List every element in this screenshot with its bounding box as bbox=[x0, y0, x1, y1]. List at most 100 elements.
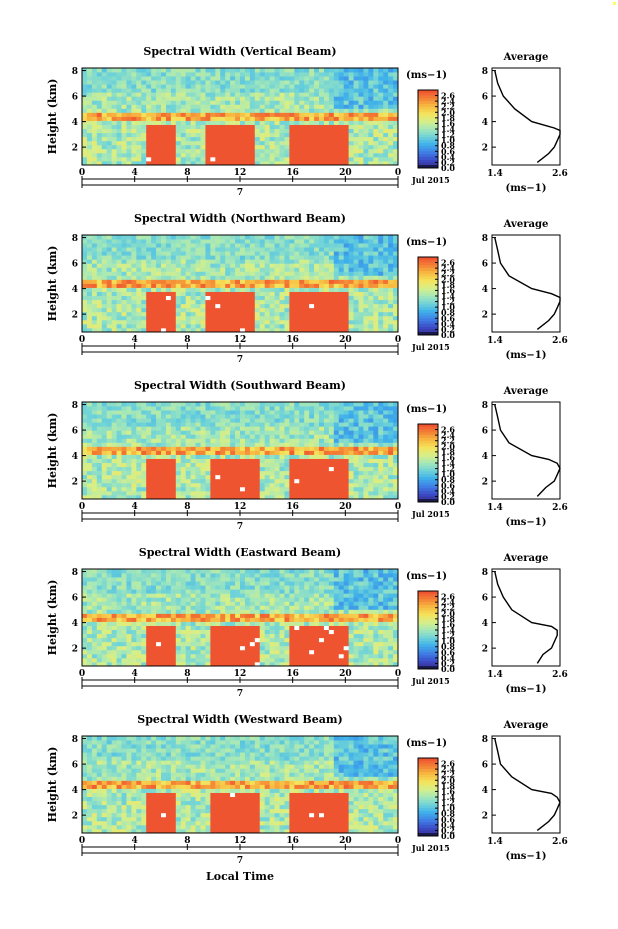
heatmap-cell bbox=[170, 92, 177, 97]
heatmap-cell bbox=[225, 438, 231, 443]
heatmap-cell bbox=[235, 116, 241, 121]
profile-y-tick-label: 2 bbox=[482, 478, 488, 488]
heatmap-cell bbox=[244, 422, 251, 427]
heatmap-cell bbox=[333, 92, 340, 97]
heatmap-cell bbox=[146, 124, 152, 130]
heatmap-cell bbox=[86, 68, 93, 73]
heatmap-cell bbox=[121, 299, 127, 305]
heatmap-cell bbox=[378, 259, 384, 264]
heatmap-cell bbox=[319, 406, 325, 411]
colorbar-band bbox=[418, 148, 438, 152]
heatmap-cell bbox=[269, 136, 275, 142]
heatmap-cell bbox=[378, 283, 384, 288]
heatmap-cell bbox=[309, 279, 315, 284]
heatmap-cell bbox=[225, 490, 231, 496]
heatmap-cell bbox=[289, 112, 295, 117]
heatmap-cell bbox=[274, 442, 280, 447]
profile-y-tick-label: 2 bbox=[482, 311, 488, 321]
heatmap-cell bbox=[333, 486, 340, 492]
heatmap-cell bbox=[106, 458, 113, 464]
heatmap-cell bbox=[230, 422, 236, 427]
colorbar-tick-label: 0.8 bbox=[441, 141, 455, 151]
heatmap-cell bbox=[249, 104, 256, 109]
heatmap-cell bbox=[314, 426, 320, 431]
heatmap-cell bbox=[284, 279, 290, 284]
heatmap-cell bbox=[170, 76, 177, 81]
heatmap-cell bbox=[368, 438, 374, 443]
heatmap-cell bbox=[388, 259, 394, 264]
heatmap-cell bbox=[353, 486, 359, 492]
heatmap-cell bbox=[230, 466, 236, 472]
heatmap-cell bbox=[393, 84, 399, 89]
heatmap-cell bbox=[279, 323, 285, 329]
heatmap-cell bbox=[235, 104, 241, 109]
profile-line bbox=[494, 70, 561, 163]
heatmap-cell bbox=[230, 494, 236, 500]
heatmap-cell bbox=[106, 327, 113, 333]
heatmap-cell bbox=[210, 251, 216, 256]
heatmap-cell bbox=[388, 402, 394, 407]
heatmap-cell bbox=[180, 239, 187, 244]
heatmap-cell bbox=[338, 267, 345, 272]
heatmap-cell bbox=[91, 295, 98, 301]
heatmap-cell bbox=[378, 315, 384, 321]
heatmap-cell bbox=[333, 263, 340, 268]
heatmap-cell bbox=[141, 140, 147, 146]
heatmap-cell bbox=[249, 426, 256, 431]
heatmap-cell bbox=[220, 446, 226, 451]
heatmap-cell bbox=[91, 470, 98, 476]
heatmap-cell bbox=[121, 152, 127, 158]
profile-x-tick-label: 2.6 bbox=[552, 503, 568, 513]
heatmap-cell bbox=[180, 303, 187, 309]
heatmap-cell bbox=[156, 410, 162, 415]
heatmap-cell bbox=[274, 108, 280, 113]
heatmap-cell bbox=[338, 104, 345, 109]
heatmap-cell bbox=[180, 120, 187, 125]
heatmap-cell bbox=[353, 148, 359, 154]
heatmap-cell bbox=[333, 88, 340, 93]
heatmap-cell bbox=[259, 406, 266, 411]
heatmap-cell bbox=[91, 581, 98, 586]
heatmap-cell bbox=[121, 414, 127, 419]
heatmap-cell bbox=[220, 462, 226, 468]
heatmap-cell bbox=[259, 418, 266, 423]
heatmap-cell bbox=[220, 438, 226, 443]
heatmap-cell bbox=[368, 120, 374, 125]
heatmap-cell bbox=[185, 84, 192, 89]
heatmap-cell bbox=[378, 267, 384, 272]
heatmap-cell bbox=[240, 124, 246, 130]
heatmap-cell bbox=[82, 593, 88, 598]
heatmap-cell bbox=[151, 307, 157, 313]
heatmap-cell bbox=[328, 120, 335, 125]
heatmap-cell bbox=[333, 303, 340, 309]
heatmap-cell bbox=[235, 319, 241, 325]
heatmap-cell bbox=[289, 327, 295, 333]
heatmap-cell bbox=[86, 482, 93, 488]
heatmap-cell bbox=[249, 402, 256, 407]
heatmap-cell bbox=[141, 478, 147, 484]
heatmap-cell bbox=[254, 243, 261, 248]
heatmap-cell bbox=[373, 486, 379, 492]
heatmap-cell bbox=[363, 454, 369, 459]
heatmap-frame bbox=[81, 67, 399, 166]
heatmap-cell bbox=[116, 482, 122, 488]
heatmap-cell bbox=[254, 239, 261, 244]
heatmap-cell bbox=[373, 136, 379, 142]
heatmap-cell bbox=[358, 462, 364, 468]
heatmap-cell bbox=[378, 72, 384, 77]
heatmap-cell bbox=[131, 251, 137, 256]
heatmap-cell bbox=[319, 124, 325, 130]
heatmap-cell bbox=[304, 152, 310, 158]
heatmap-cell bbox=[151, 160, 157, 166]
heatmap-cell bbox=[240, 68, 246, 73]
heatmap-cell bbox=[279, 104, 285, 109]
heatmap-cell bbox=[121, 243, 127, 248]
heatmap-cell bbox=[244, 295, 251, 301]
heatmap-cell bbox=[269, 72, 275, 77]
heatmap-cell bbox=[284, 287, 290, 292]
heatmap-cell bbox=[141, 474, 147, 480]
heatmap-cell bbox=[338, 255, 345, 260]
heatmap-cell bbox=[116, 406, 122, 411]
heatmap-cell bbox=[195, 454, 201, 459]
heatmap-cell bbox=[259, 446, 266, 451]
